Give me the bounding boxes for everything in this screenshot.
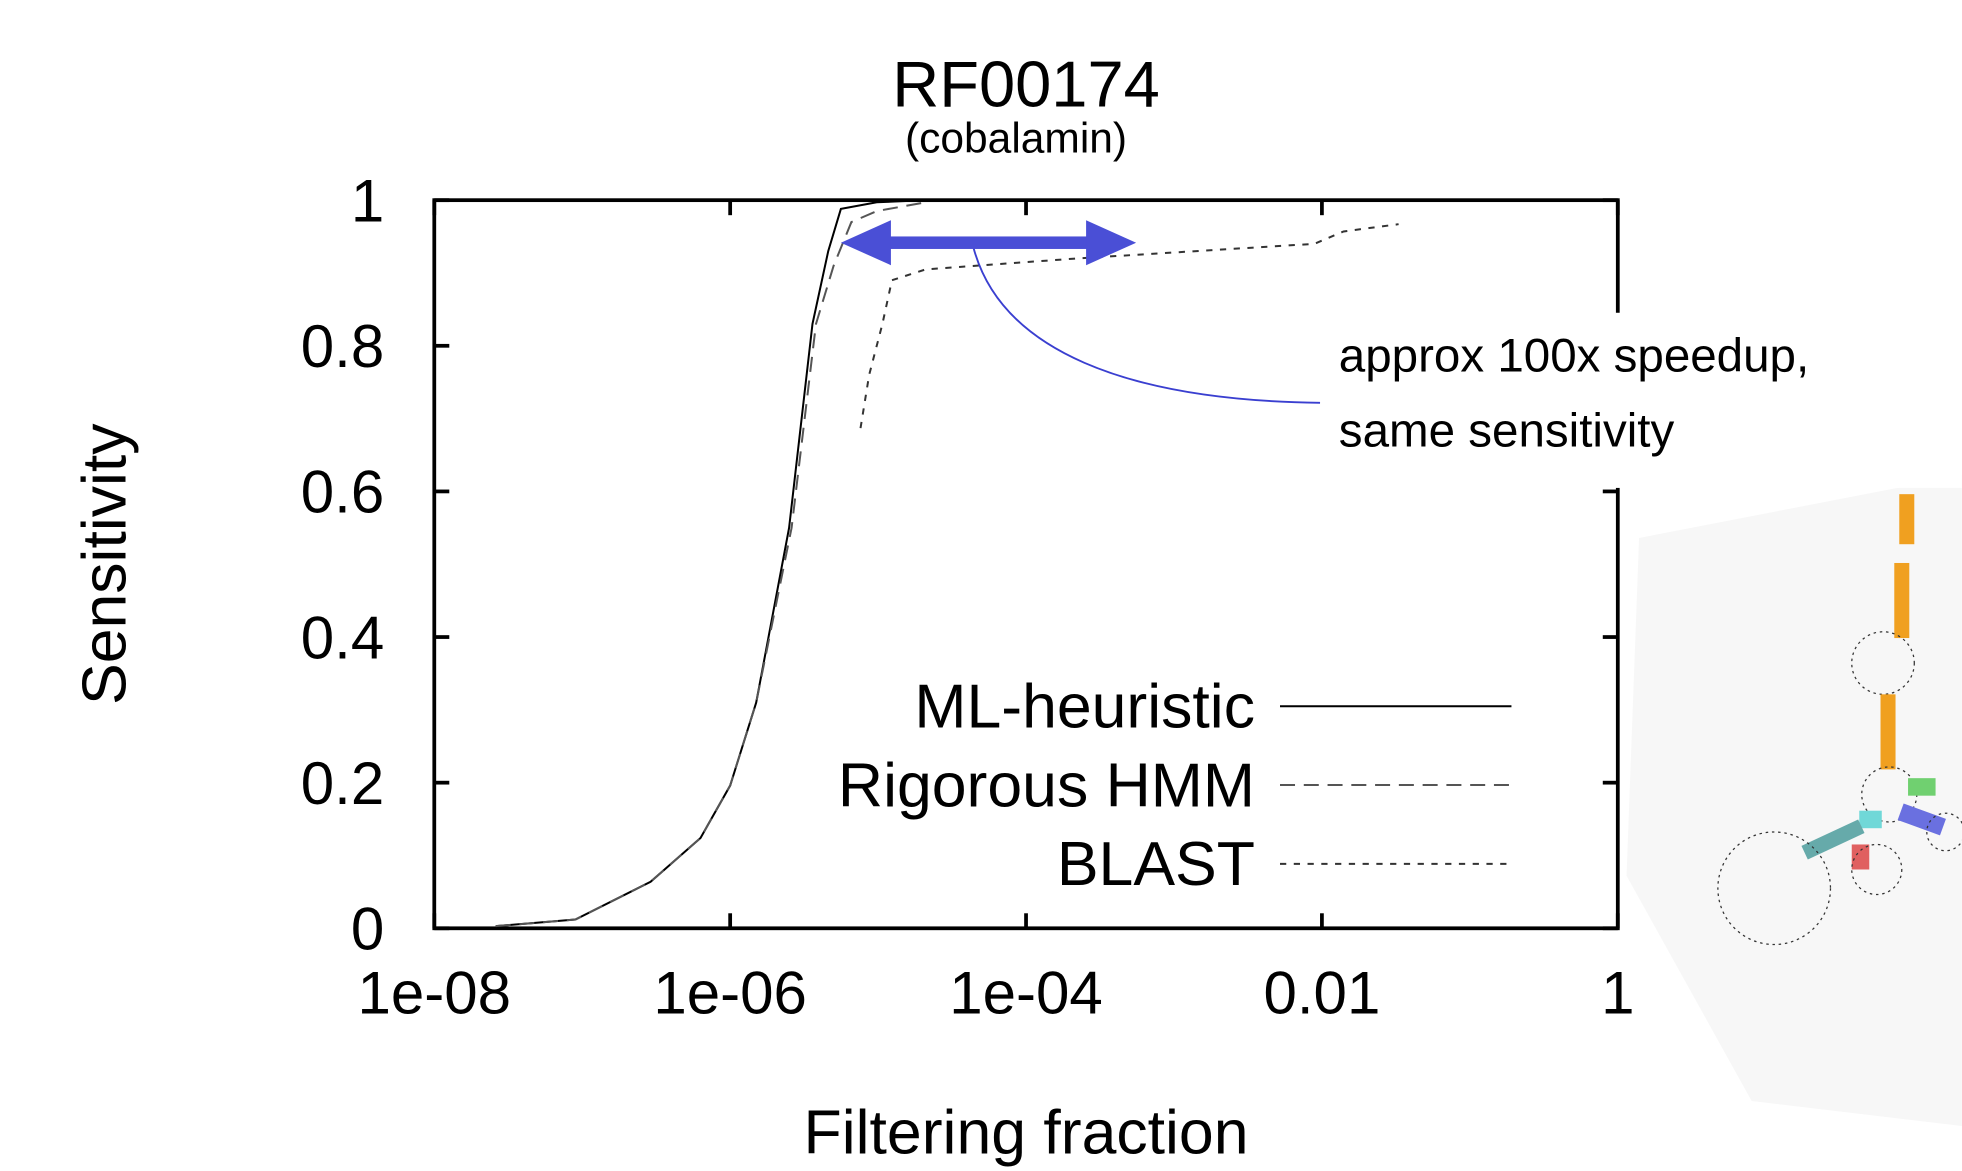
series-line xyxy=(495,201,927,928)
annotation-text: approx 100x speedup, xyxy=(1339,330,1809,383)
y-tick-label: 0.6 xyxy=(301,459,384,526)
x-tick-label: 1e-08 xyxy=(357,959,511,1026)
x-tick-label: 0.01 xyxy=(1263,959,1380,1026)
legend-label: ML-heuristic xyxy=(914,671,1255,741)
plot-frame xyxy=(432,198,1620,931)
y-tick-label: 0.8 xyxy=(301,313,384,380)
x-tick-label: 1e-06 xyxy=(653,959,807,1026)
x-axis-label: Filtering fraction xyxy=(804,1097,1249,1167)
chart-subtitle: (cobalamin) xyxy=(905,115,1127,163)
series-line xyxy=(859,223,1399,429)
legend-label: Rigorous HMM xyxy=(838,750,1255,820)
annotation-text: same sensitivity xyxy=(1339,405,1675,458)
double-arrow xyxy=(840,220,1137,266)
legend-label: BLAST xyxy=(1057,829,1255,899)
y-tick-label: 0 xyxy=(351,896,384,963)
annotation-box xyxy=(1323,312,1962,488)
annotation-pointer xyxy=(972,247,1321,404)
rna-structure xyxy=(1626,475,1962,1126)
x-tick-label: 1 xyxy=(1601,959,1634,1026)
y-axis-label: Sensitivity xyxy=(69,423,139,705)
y-tick-label: 1 xyxy=(351,167,384,234)
y-tick-label: 0.2 xyxy=(301,750,384,817)
y-tick-label: 0.4 xyxy=(301,604,384,671)
x-tick-label: 1e-04 xyxy=(949,959,1103,1026)
chart-title: RF00174 xyxy=(892,47,1160,120)
